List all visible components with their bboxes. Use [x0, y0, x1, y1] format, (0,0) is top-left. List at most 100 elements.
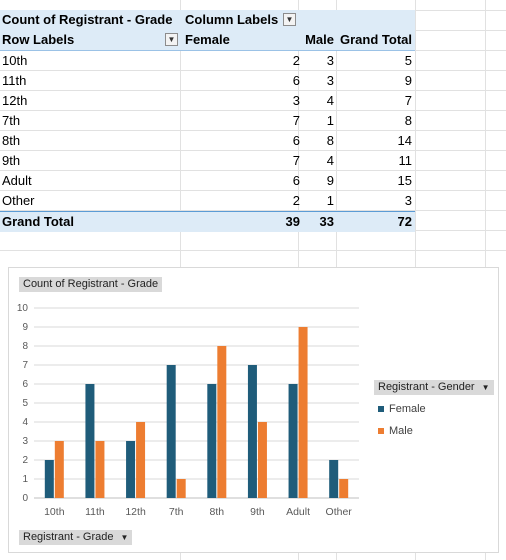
row-total[interactable]: 9 [404, 73, 412, 88]
bar-female[interactable] [247, 365, 257, 498]
grid-line [0, 150, 506, 151]
row-labels-header[interactable]: Row Labels [2, 32, 75, 47]
female-count[interactable]: 2 [292, 53, 300, 68]
female-count[interactable]: 6 [292, 173, 300, 188]
pivot-table: Count of Registrant - Grade Column Label… [0, 10, 415, 232]
male-count[interactable]: 9 [326, 173, 334, 188]
y-tick-label: 0 [22, 493, 28, 504]
x-tick-label: 12th [125, 506, 146, 518]
female-count[interactable]: 6 [292, 73, 300, 88]
table-row[interactable]: Other 2 1 3 [0, 191, 415, 211]
legend-swatch [378, 406, 384, 412]
table-row[interactable]: 10th 2 3 5 [0, 51, 415, 71]
row-total[interactable]: 5 [404, 53, 412, 68]
grid-line [0, 90, 506, 91]
pivot-chart[interactable]: Count of Registrant - Grade 0 1 2 3 4 5 6 7 8 9 10… [8, 267, 499, 553]
female-count[interactable]: 7 [292, 153, 300, 168]
legend-item-female[interactable]: Female [375, 398, 426, 420]
pivot-column-header-row: Row Labels ▼ Female Male Grand Total [0, 30, 415, 51]
bar-male[interactable] [217, 346, 227, 498]
y-tick-label: 4 [22, 417, 28, 428]
row-label[interactable]: 12th [2, 93, 28, 108]
y-tick-label: 8 [22, 341, 28, 352]
bar-male[interactable] [257, 422, 267, 498]
row-label[interactable]: 9th [2, 153, 21, 168]
bar-chart-plot[interactable]: 0 1 2 3 4 5 6 7 8 9 10 10th 11th 12th 7th 8th 9th Adult Ot… [9, 268, 498, 552]
bar-female[interactable] [329, 460, 339, 498]
female-count[interactable]: 6 [292, 133, 300, 148]
row-label[interactable]: Other [2, 193, 35, 208]
row-total[interactable]: 7 [404, 93, 412, 108]
column-labels-header[interactable]: Column Labels [185, 12, 279, 27]
axis-field-button[interactable]: Registrant - Grade ▼ [19, 530, 133, 545]
row-labels-filter-button[interactable]: ▼ [165, 33, 178, 46]
female-count[interactable]: 3 [292, 93, 300, 108]
row-total[interactable]: 3 [404, 193, 412, 208]
y-tick-label: 2 [22, 455, 28, 466]
x-tick-label: Adult [286, 506, 310, 518]
grand-total-row[interactable]: Grand Total 39 33 72 [0, 211, 415, 232]
male-count[interactable]: 1 [326, 113, 334, 128]
row-total[interactable]: 14 [397, 133, 412, 148]
bar-female[interactable] [126, 441, 136, 498]
male-count[interactable]: 3 [326, 73, 334, 88]
pivot-header-row: Count of Registrant - Grade Column Label… [0, 10, 415, 30]
bar-male[interactable] [95, 441, 105, 498]
bar-male[interactable] [136, 422, 146, 498]
bar-male[interactable] [176, 479, 186, 498]
female-count[interactable]: 7 [292, 113, 300, 128]
col-header-grand-total[interactable]: Grand Total [340, 32, 412, 47]
x-tick-label: 9th [250, 506, 265, 518]
row-label[interactable]: 8th [2, 133, 21, 148]
x-tick-label: 7th [169, 506, 184, 518]
grand-total-female[interactable]: 39 [285, 214, 300, 229]
bar-female[interactable] [166, 365, 176, 498]
chevron-down-icon: ▼ [120, 533, 129, 542]
grid-line [0, 110, 506, 111]
table-row[interactable]: 8th 6 8 14 [0, 131, 415, 151]
x-tick-label: 11th [85, 506, 105, 518]
y-tick-label: 9 [22, 322, 28, 333]
row-total[interactable]: 8 [404, 113, 412, 128]
table-row[interactable]: 7th 7 1 8 [0, 111, 415, 131]
y-tick-label: 10 [17, 303, 29, 314]
legend-swatch [378, 428, 384, 434]
grid-line [0, 190, 506, 191]
male-count[interactable]: 3 [326, 53, 334, 68]
male-count[interactable]: 4 [326, 153, 334, 168]
values-field-button-label: Count of Registrant - Grade [23, 278, 159, 290]
row-label[interactable]: 7th [2, 113, 21, 128]
male-count[interactable]: 8 [326, 133, 334, 148]
col-header-female[interactable]: Female [185, 32, 230, 47]
legend-field-button[interactable]: Registrant - Gender ▼ [374, 380, 494, 395]
values-field-button[interactable]: Count of Registrant - Grade [19, 277, 163, 292]
table-row[interactable]: 11th 6 3 9 [0, 71, 415, 91]
bar-male[interactable] [339, 479, 349, 498]
column-labels-filter-button[interactable]: ▼ [283, 13, 296, 26]
bar-female[interactable] [207, 384, 217, 498]
bar-male[interactable] [54, 441, 64, 498]
row-total[interactable]: 11 [398, 153, 413, 168]
male-count[interactable]: 1 [326, 193, 334, 208]
bar-female[interactable] [85, 384, 95, 498]
x-tick-label: 8th [210, 506, 225, 518]
row-total[interactable]: 15 [397, 173, 412, 188]
row-label[interactable]: Adult [2, 173, 32, 188]
grand-total-all[interactable]: 72 [397, 214, 412, 229]
table-row[interactable]: 9th 7 4 11 [0, 151, 415, 171]
y-tick-label: 6 [22, 379, 28, 390]
values-field-label[interactable]: Count of Registrant - Grade [2, 12, 173, 27]
male-count[interactable]: 4 [326, 93, 334, 108]
bar-female[interactable] [288, 384, 298, 498]
bar-female[interactable] [44, 460, 54, 498]
table-row[interactable]: 12th 3 4 7 [0, 91, 415, 111]
grand-total-label[interactable]: Grand Total [2, 214, 74, 229]
bar-male[interactable] [298, 327, 308, 498]
female-count[interactable]: 2 [292, 193, 300, 208]
table-row[interactable]: Adult 6 9 15 [0, 171, 415, 191]
legend-item-male[interactable]: Male [375, 420, 426, 442]
col-header-male[interactable]: Male [305, 32, 334, 47]
grand-total-male[interactable]: 33 [319, 214, 334, 229]
row-label[interactable]: 11th [2, 73, 27, 88]
row-label[interactable]: 10th [2, 53, 28, 68]
